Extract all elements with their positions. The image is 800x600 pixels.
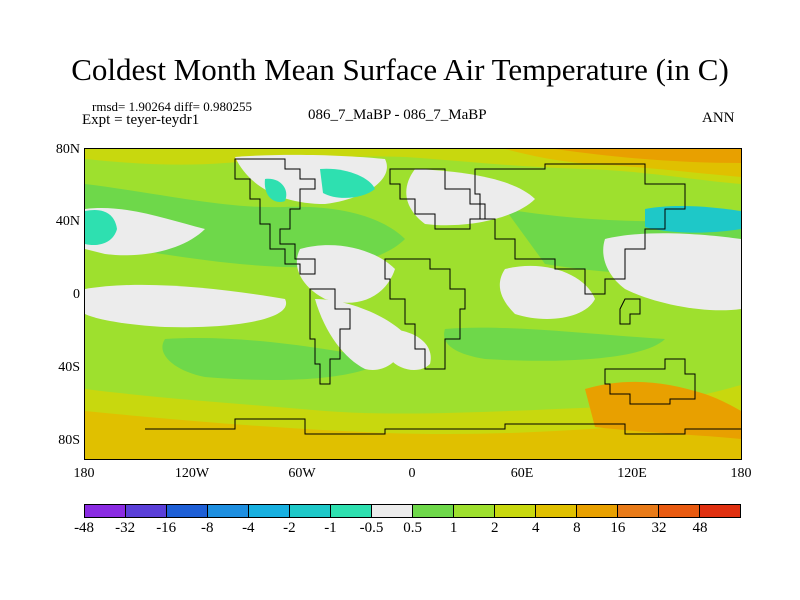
- coast-africa: [384, 258, 466, 370]
- lon-label: 180: [73, 466, 95, 481]
- colorbar-swatch: [167, 505, 208, 517]
- colorbar-swatch: [659, 505, 700, 517]
- colorbar-tick-label: -48: [74, 520, 95, 536]
- colorbar-swatch: [700, 505, 740, 517]
- coast-south-america: [309, 288, 351, 385]
- colorbar-swatch: [495, 505, 536, 517]
- colorbar-swatch: [85, 505, 126, 517]
- colorbar-tick-label: 48: [692, 520, 708, 536]
- grey-npac-west: [85, 208, 205, 256]
- colorbar-swatch: [208, 505, 249, 517]
- grey-south-atlantic: [385, 329, 431, 371]
- coast-europe: [389, 168, 486, 230]
- lat-label: 40S: [58, 360, 80, 375]
- lat-label: 80N: [55, 142, 80, 157]
- colorbar: [84, 504, 741, 518]
- comparison-label: 086_7_MaBP - 086_7_MaBP: [308, 107, 487, 123]
- grey-south-america: [315, 299, 405, 370]
- coast-north-america: [234, 158, 316, 275]
- lat-label: 40N: [55, 214, 80, 229]
- grey-west-pacific: [603, 233, 741, 311]
- colorbar-tick-label: 8: [573, 520, 581, 536]
- colorbar-swatch: [126, 505, 167, 517]
- colorbar-swatch: [413, 505, 454, 517]
- colorbar-tick-label: -8: [201, 520, 214, 536]
- antarctic-warm-patch: [585, 381, 741, 439]
- temperature-map: [85, 149, 741, 459]
- indian-ocean-green: [444, 327, 665, 361]
- experiment-label: Expt = teyer-teydr1: [82, 112, 200, 128]
- lon-label: 60W: [288, 466, 316, 481]
- south-hot-band: [85, 411, 741, 459]
- colorbar-tick-label: -32: [115, 520, 136, 536]
- cold-patch-canada: [320, 168, 375, 198]
- colorbar-swatch: [249, 505, 290, 517]
- lon-label: 120E: [617, 466, 647, 481]
- colorbar-swatch: [536, 505, 577, 517]
- cold-patch-alaska: [264, 178, 287, 203]
- grey-europe: [406, 169, 535, 226]
- lon-label: 60E: [510, 466, 534, 481]
- lon-label: 120W: [174, 466, 210, 481]
- plot-title: Coldest Month Mean Surface Air Temperatu…: [71, 52, 729, 87]
- coast-antarctica: [145, 418, 741, 435]
- lon-label: 0: [408, 466, 416, 481]
- colorbar-swatch: [372, 505, 413, 517]
- lat-label: 80S: [58, 433, 80, 448]
- grey-africa: [499, 265, 595, 319]
- colorbar-tick-label: 1: [449, 520, 458, 536]
- colorbar-swatch: [290, 505, 331, 517]
- north-hottest-band: [555, 149, 741, 163]
- colorbar-tick-label: 4: [532, 520, 540, 536]
- coast-asia: [474, 163, 686, 295]
- cold-patch-npac: [645, 205, 741, 233]
- colorbar-tick-label: -4: [242, 520, 255, 536]
- map-panel: [84, 148, 742, 460]
- lon-label: 180: [730, 466, 752, 481]
- coast-australia: [604, 358, 696, 405]
- grey-central-america: [296, 245, 395, 303]
- cold-patch-west: [85, 209, 117, 246]
- stats-text: rmsd= 1.90264 diff= 0.980255: [92, 99, 252, 114]
- season-label: ANN: [702, 110, 735, 126]
- south-pacific-green: [162, 338, 385, 380]
- colorbar-tick-label: -2: [283, 520, 296, 536]
- colorbar-tick-label: 0.5: [403, 520, 422, 536]
- colorbar-tick-label: -16: [156, 520, 177, 536]
- colorbar-tick-label: 16: [610, 520, 626, 536]
- colorbar-tick-label: -1: [324, 520, 337, 536]
- colorbar-tick-label: 32: [651, 520, 667, 536]
- colorbar-swatch: [331, 505, 372, 517]
- colorbar-swatch: [577, 505, 618, 517]
- colorbar-swatch: [454, 505, 495, 517]
- lat-label: 0: [73, 287, 80, 302]
- coast-indonesia: [619, 298, 641, 325]
- colorbar-swatch: [618, 505, 659, 517]
- grey-equator-pacific: [85, 284, 287, 328]
- coastlines: [145, 158, 741, 435]
- colorbar-tick-label: -0.5: [359, 520, 384, 536]
- colorbar-tick-label: 2: [490, 520, 499, 536]
